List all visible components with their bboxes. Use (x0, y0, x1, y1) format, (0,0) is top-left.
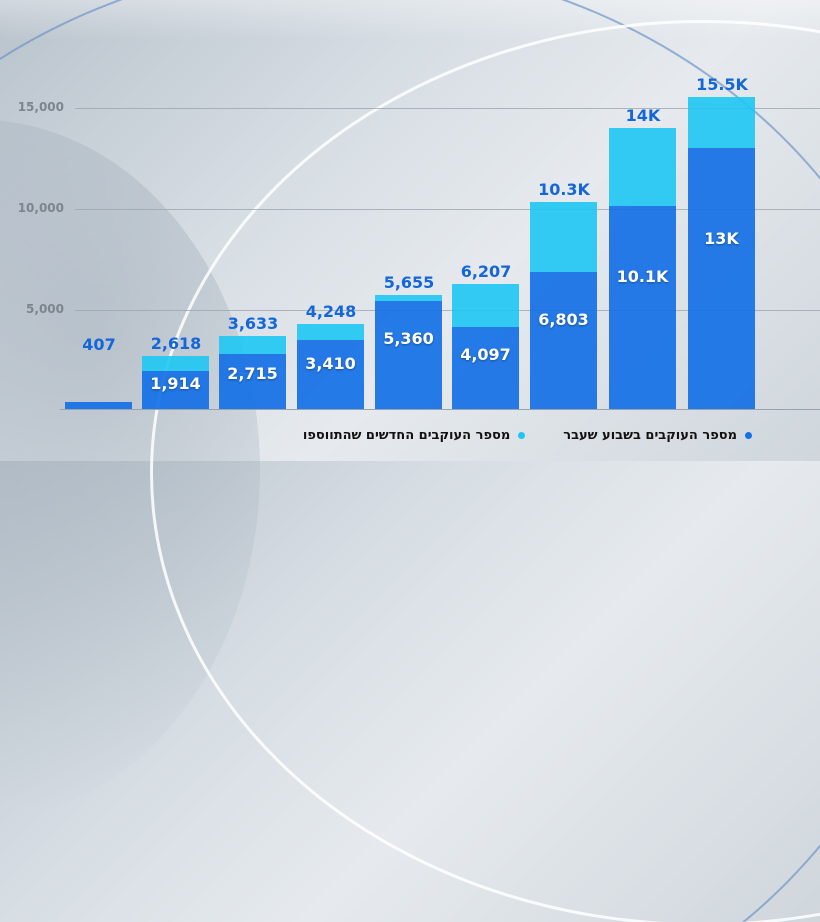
legend: מספר העוקבים בשבוע שעבר מספר העוקבים החד… (303, 428, 752, 443)
y-tick-15000: 15,000 (17, 100, 64, 114)
bar-5: 5,360 (375, 295, 442, 409)
y-tick-5000: 5,000 (26, 302, 64, 316)
y-tick-10000: 10,000 (17, 201, 64, 215)
bar-segment-new (297, 323, 364, 341)
legend-label-previous-week: מספר העוקבים בשבוע שעבר (563, 428, 737, 443)
gridline-5000 (75, 310, 820, 311)
bar-2: 1,914 (142, 356, 209, 409)
bar-total-label: 14K (625, 105, 661, 125)
bar-total-label: 6,207 (460, 262, 512, 282)
bar-total-label: 10.3K (538, 179, 590, 199)
bar-inner-label: 10.1K (616, 267, 669, 287)
bar-segment-previous (142, 370, 209, 409)
bar-segment-previous (65, 402, 132, 409)
bar-segment-previous (530, 272, 597, 409)
bar-total-label: 407 (82, 335, 116, 354)
bar-segment-new (219, 335, 286, 355)
bar-8: 10.1K (609, 127, 676, 409)
bar-segment-previous (688, 147, 755, 409)
legend-item-previous-week: מספר העוקבים בשבוע שעבר (563, 428, 752, 443)
bar-total-label: 5,655 (383, 273, 435, 293)
bar-segment-new (142, 356, 209, 371)
bar-1 (65, 402, 132, 409)
bar-inner-label: 13K (704, 229, 739, 249)
bar-total-label: 3,633 (227, 313, 279, 333)
bar-3: 2,715 (219, 335, 286, 409)
background-shadow (0, 120, 260, 820)
dot-icon (518, 432, 526, 439)
bar-total-label: 4,248 (305, 301, 357, 321)
bar-inner-label: 2,715 (227, 363, 278, 383)
legend-label-new-followers: מספר העוקבים החדשים שהתווספו (302, 428, 511, 443)
bar-inner-label: 1,914 (150, 373, 201, 393)
bar-total-label: 2,618 (150, 334, 202, 354)
dot-icon (745, 432, 752, 439)
bar-7: 6,803 (530, 201, 597, 409)
bar-segment-previous (452, 326, 519, 409)
bar-inner-label: 6,803 (538, 310, 589, 330)
bar-inner-label: 3,410 (305, 354, 356, 374)
bar-6: 4,097 (452, 284, 519, 409)
bar-segment-new (375, 295, 442, 302)
bar-segment-previous (297, 340, 364, 409)
bar-segment-new (530, 201, 597, 273)
gridline-10000 (75, 209, 820, 210)
bar-segment-new (609, 127, 676, 206)
bar-4: 3,410 (297, 323, 364, 409)
x-axis-baseline (60, 409, 820, 410)
legend-item-new-followers: מספר העוקבים החדשים שהתווספו (302, 428, 526, 443)
gridline-15000 (75, 108, 820, 109)
background-highlight (0, 0, 820, 40)
bar-segment-new (452, 284, 519, 327)
bar-segment-new (688, 97, 755, 148)
bar-inner-label: 5,360 (383, 328, 434, 348)
bar-segment-previous (219, 354, 286, 409)
bar-segment-previous (609, 205, 676, 409)
bar-segment-previous (375, 301, 442, 409)
bar-inner-label: 4,097 (460, 345, 511, 365)
bar-total-label: 15.5K (696, 75, 748, 95)
bar-9: 13K (688, 97, 755, 409)
